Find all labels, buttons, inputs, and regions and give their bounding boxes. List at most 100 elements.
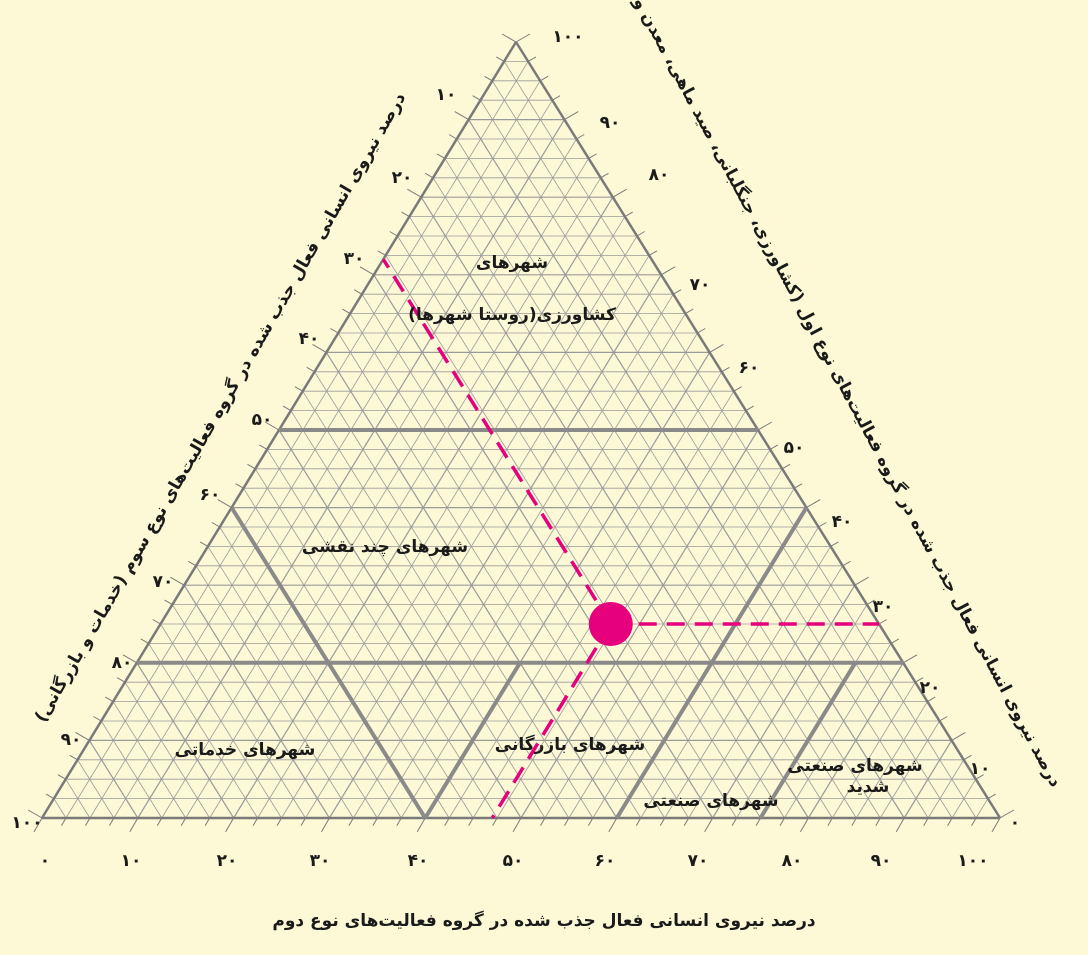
edge-tick (247, 463, 256, 470)
grid-line (290, 410, 546, 819)
edge-tick (389, 231, 398, 237)
edge-tick (84, 817, 91, 827)
boundary-tertiary-60 (229, 506, 427, 820)
edge-tick (971, 817, 977, 827)
grid-line (113, 99, 553, 819)
edge-tick (612, 188, 627, 198)
grid-line (302, 390, 570, 819)
edge-tick (492, 817, 498, 827)
edge-tick (211, 522, 221, 528)
bottom-axis-ticks: ۰ ۱۰ ۲۰ ۳۰ ۴۰ ۵۰ ۶۰ ۷۰ ۸۰ ۹۰ ۱۰۰ (40, 851, 989, 871)
grid-line (503, 61, 977, 819)
grid-line (353, 293, 674, 819)
left-tick-label: ۳۰ (344, 249, 365, 269)
edge-tick (468, 817, 474, 827)
edge-tick (927, 696, 936, 703)
grid-line (243, 487, 450, 819)
grid-line (53, 798, 67, 819)
edge-tick (939, 716, 948, 722)
edge-tick (755, 817, 761, 827)
guide-line-tertiary (381, 258, 613, 625)
edge-tick (320, 817, 330, 833)
edge-tick (108, 817, 115, 827)
edge-tick (204, 817, 211, 827)
left-tick-label: ۹۰ (61, 730, 82, 750)
zone-multifunctional-label: شهرهای چند نقشی (302, 537, 468, 557)
example-city-dot (588, 602, 633, 646)
left-tick-label: ۱۰ (436, 85, 457, 105)
grid-lines (53, 61, 989, 819)
edge-tick (527, 56, 537, 62)
edge-tick (436, 153, 446, 159)
edge-tick (188, 560, 197, 567)
edge-tick (721, 366, 730, 373)
grid-line (736, 604, 868, 819)
left-tick-label: ۶۰ (200, 485, 221, 505)
edge-tick (496, 56, 505, 62)
zone-agricultural-label-1: شهرهای (476, 253, 548, 273)
right-tick-label: ۶۰ (739, 358, 760, 378)
grid-line (100, 720, 163, 819)
right-tick-label: ۱۰ (970, 759, 991, 779)
grid-line (432, 177, 833, 819)
left-tick-label: ۴۰ (299, 329, 320, 349)
grid-line (148, 643, 258, 819)
grid-line (160, 623, 282, 819)
edge-tick (472, 95, 481, 101)
right-tick-label: ۰ (1010, 813, 1020, 833)
grid-line (172, 604, 306, 819)
grid-line (361, 293, 689, 819)
edge-tick (156, 817, 163, 827)
edge-tick (252, 817, 258, 827)
guide-line-secondary (490, 623, 613, 819)
edge-tick (342, 308, 351, 315)
edge-tick (757, 421, 773, 431)
edge-tick (164, 599, 173, 606)
grid-line (544, 449, 771, 819)
edge-tick (401, 211, 410, 218)
edge-tick (416, 817, 426, 833)
grid-line (219, 526, 402, 819)
bottom-tick-label: ۷۰ (688, 851, 709, 871)
bottom-axis-title: درصد نیروی انسانی فعال جذب شده در گروه ف… (272, 910, 815, 931)
zone-commercial-label: شهرهای بازرگانی (495, 734, 645, 755)
edge-tick (75, 731, 90, 741)
edge-tick (600, 172, 609, 179)
edge-tick (781, 463, 791, 470)
edge-tick (624, 211, 633, 218)
edge-tick (975, 774, 984, 780)
edge-tick (660, 266, 676, 276)
edge-tick (842, 560, 851, 567)
grid-line (124, 681, 210, 819)
edge-tick (122, 654, 138, 664)
grid-line (879, 720, 940, 819)
edge-tick (588, 153, 597, 159)
grid-line (903, 740, 953, 819)
edge-tick (348, 817, 354, 827)
grid-line (688, 565, 844, 819)
edge-tick (259, 444, 268, 450)
right-tick-label: ۲۰ (920, 678, 941, 698)
left-axis-title: درصد نیروی انسانی فعال جذب شده در گروه ف… (30, 89, 410, 726)
edge-tick (794, 483, 803, 489)
edge-tick (799, 817, 809, 833)
edge-tick (830, 541, 839, 547)
right-tick-label: ۴۰ (832, 512, 853, 532)
left-axis-ticks: ۱۰ ۲۰ ۳۰ ۴۰ ۵۰ ۶۰ ۷۰ ۸۰ ۹۰ ۱۰۰ (11, 85, 456, 833)
edge-tick (539, 75, 549, 82)
grid-line (807, 662, 904, 819)
edge-tick (33, 817, 43, 833)
zone-boundaries (136, 428, 904, 820)
grid-line (112, 701, 187, 819)
edge-tick (890, 638, 900, 644)
edge-tick (648, 250, 658, 256)
zone-heavy-industrial-label-1: شهرهای صنعتی (787, 756, 922, 776)
edge-tick (57, 774, 66, 780)
zone-industrial-label: شهرهای صنعتی (643, 791, 778, 811)
edge-tick (377, 250, 386, 256)
edge-tick (407, 188, 422, 198)
edge-tick (806, 499, 821, 509)
right-tick-label: ۳۰ (873, 597, 894, 617)
edge-tick (827, 817, 833, 827)
